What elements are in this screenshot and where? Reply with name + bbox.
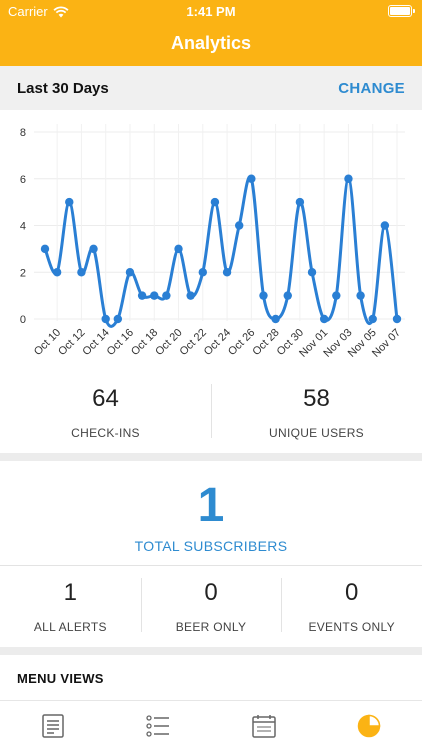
data-point [89, 244, 98, 254]
date-range-bar: Last 30 Days CHANGE [0, 66, 422, 110]
carrier-info: Carrier [8, 4, 69, 19]
all-alerts-label: ALL ALERTS [33, 620, 107, 634]
data-point [368, 314, 377, 324]
data-point [101, 314, 110, 324]
unique-users-value: 58 [303, 385, 330, 412]
y-tick-label: 0 [20, 314, 26, 326]
data-point [222, 268, 232, 277]
y-tick-label: 4 [20, 221, 26, 233]
page-title: Analytics [170, 33, 252, 53]
data-point [186, 291, 195, 300]
data-point [332, 291, 341, 300]
data-point [65, 197, 74, 207]
wifi-icon [53, 5, 69, 17]
checkins-panel: 0 2 4 6 8 Oct 10 Oct 12 Oct 14 Oct 16 Oct 18 Oct 2… [0, 110, 422, 453]
carrier-label: Carrier [8, 4, 48, 19]
all-alerts-stat: 1 ALL ALERTS [0, 578, 141, 634]
menu-views-title: MENU VIEWS [17, 671, 104, 686]
status-bar: Carrier 1:41 PM [0, 0, 422, 22]
data-point [77, 268, 86, 277]
checkin-stats-row: 64 CHECK-INS 58 UNIQUE USERS [0, 384, 422, 440]
status-time: 1:41 PM [186, 4, 236, 19]
data-point [380, 221, 390, 230]
data-point [210, 197, 220, 207]
beer-only-value: 0 [204, 579, 218, 606]
unique-users-stat: 58 UNIQUE USERS [211, 384, 422, 440]
data-point [150, 291, 159, 300]
data-point [271, 314, 280, 324]
data-point [162, 291, 171, 300]
data-point [319, 314, 329, 324]
checkins-series-line [43, 175, 399, 328]
data-point [40, 244, 50, 254]
checkins-label: CHECK-INS [71, 426, 140, 440]
subscriber-breakdown-row: 1 ALL ALERTS 0 BEER ONLY 0 EVENTS ONLY [0, 578, 422, 634]
data-point [344, 174, 353, 183]
y-tick-label: 2 [20, 267, 26, 279]
date-range-label: Last 30 Days [17, 79, 109, 97]
y-tick-label: 6 [20, 174, 26, 186]
data-point [356, 291, 365, 300]
data-point [174, 244, 183, 254]
data-point [259, 291, 268, 300]
data-point [283, 291, 292, 300]
checkins-stat: 64 CHECK-INS [0, 384, 211, 440]
change-range-button[interactable]: CHANGE [338, 79, 405, 97]
data-point [125, 268, 135, 277]
unique-users-label: UNIQUE USERS [269, 426, 364, 440]
y-tick-label: 8 [20, 127, 26, 139]
tab-analytics[interactable] [317, 701, 422, 750]
subscribers-divider [0, 565, 422, 566]
data-point [247, 174, 256, 183]
data-point [295, 197, 305, 207]
checkins-value: 64 [92, 385, 119, 412]
beer-only-stat: 0 BEER ONLY [140, 578, 282, 634]
data-point [52, 268, 62, 277]
pie-chart-icon [358, 714, 381, 738]
data-point [307, 268, 317, 277]
data-point [113, 314, 123, 324]
all-alerts-value: 1 [63, 579, 78, 606]
calendar-icon [252, 715, 276, 738]
data-point [235, 221, 244, 230]
events-only-stat: 0 EVENTS ONLY [281, 578, 422, 634]
events-only-label: EVENTS ONLY [308, 620, 395, 634]
checklist-icon [146, 715, 170, 737]
beer-only-label: BEER ONLY [175, 620, 247, 634]
tab-checklist[interactable] [106, 701, 212, 750]
battery-icon [388, 5, 415, 17]
header-bar: Carrier 1:41 PM Analytics [0, 0, 422, 66]
tab-menu[interactable] [0, 701, 106, 750]
tab-events[interactable] [211, 701, 317, 750]
data-point [392, 314, 402, 324]
data-point [137, 291, 147, 300]
subscribers-panel [0, 461, 422, 647]
tab-bar [0, 700, 422, 750]
total-subscribers-label: TOTAL SUBSCRIBERS [134, 538, 288, 554]
document-list-icon [42, 714, 64, 738]
data-point [198, 268, 207, 277]
events-only-value: 0 [345, 579, 359, 606]
total-subscribers-value: 1 [197, 479, 225, 532]
